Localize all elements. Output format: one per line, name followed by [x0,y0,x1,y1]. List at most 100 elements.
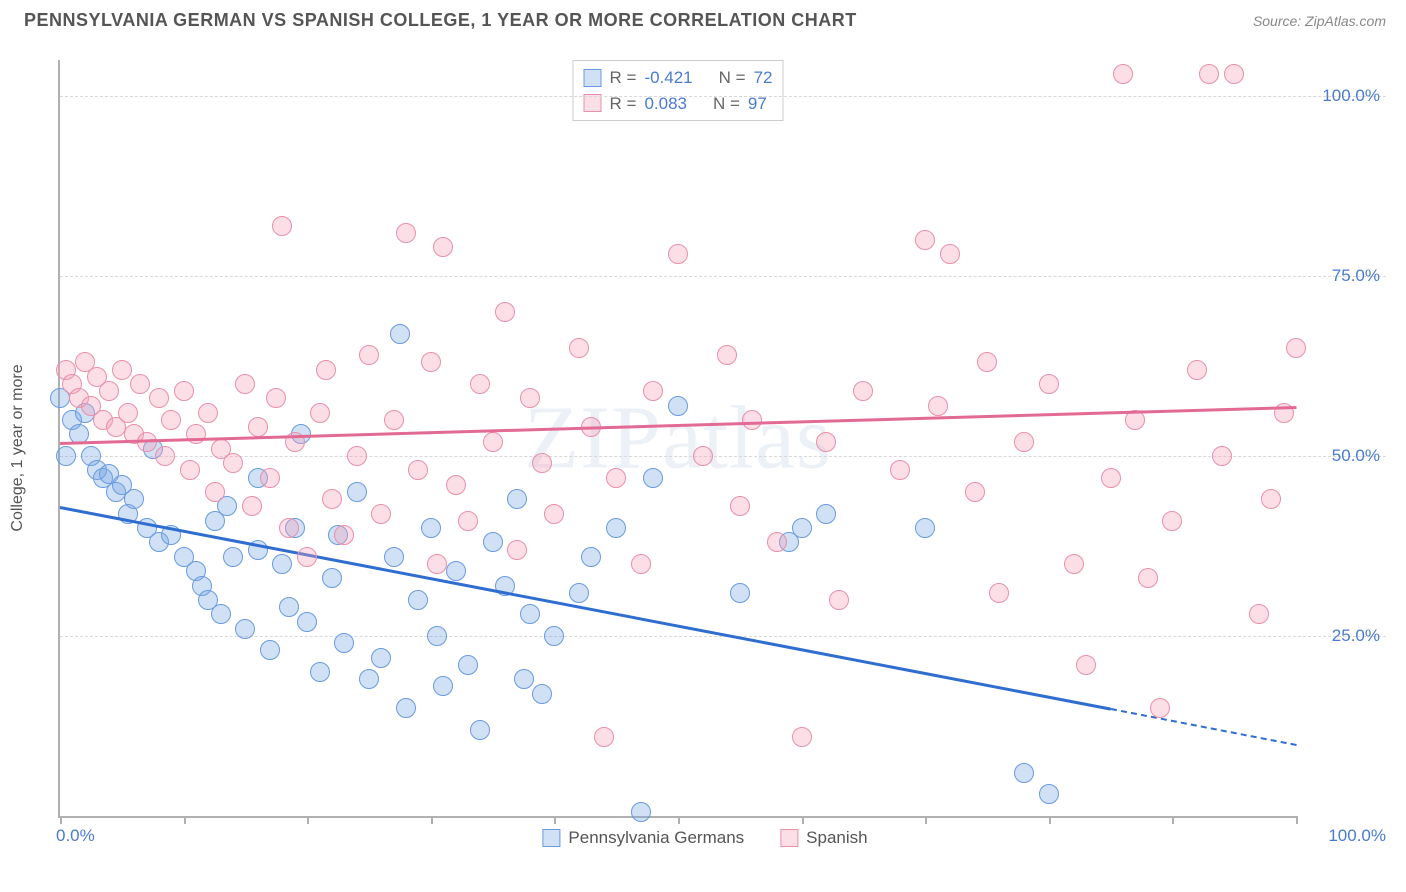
scatter-point [112,360,132,380]
scatter-point [180,460,200,480]
scatter-point [1249,604,1269,624]
r-value: -0.421 [644,65,692,91]
scatter-point [130,374,150,394]
scatter-point [421,352,441,372]
x-tick [925,816,927,824]
y-tick-label: 25.0% [1332,626,1380,646]
scatter-point [544,626,564,646]
series-swatch [542,829,560,847]
chart-title: PENNSYLVANIA GERMAN VS SPANISH COLLEGE, … [24,10,857,31]
scatter-point [427,626,447,646]
scatter-point [421,518,441,538]
scatter-point [1286,338,1306,358]
scatter-point [742,410,762,430]
scatter-point [1039,374,1059,394]
scatter-point [272,216,292,236]
scatter-point [792,727,812,747]
scatter-point [829,590,849,610]
chart-header: PENNSYLVANIA GERMAN VS SPANISH COLLEGE, … [0,0,1406,37]
scatter-point [56,446,76,466]
scatter-point [1014,763,1034,783]
scatter-point [483,532,503,552]
scatter-point [470,720,490,740]
scatter-point [266,388,286,408]
scatter-point [569,583,589,603]
scatter-point [384,410,404,430]
legend-label: Pennsylvania Germans [568,828,744,848]
scatter-point [174,381,194,401]
scatter-point [347,482,367,502]
scatter-point [1150,698,1170,718]
scatter-point [334,633,354,653]
scatter-point [186,424,206,444]
scatter-point [1039,784,1059,804]
scatter-point [322,489,342,509]
scatter-point [767,532,787,552]
scatter-point [1199,64,1219,84]
scatter-point [260,468,280,488]
scatter-point [396,698,416,718]
plot-area: ZIPatlas R =-0.421N =72R =0.083N =97 25.… [58,60,1296,818]
n-label: N = [719,65,746,91]
scatter-point [643,381,663,401]
r-value: 0.083 [644,91,687,117]
scatter-point [446,561,466,581]
x-tick [554,816,556,824]
scatter-point [310,403,330,423]
scatter-point [730,583,750,603]
scatter-point [792,518,812,538]
series-legend: Pennsylvania Germans Spanish [542,828,867,848]
x-tick [1296,816,1298,824]
scatter-point [890,460,910,480]
scatter-point [396,223,416,243]
scatter-point [297,612,317,632]
scatter-point [161,410,181,430]
scatter-point [928,396,948,416]
x-tick [431,816,433,824]
legend-item: Spanish [780,828,867,848]
scatter-point [532,453,552,473]
scatter-point [483,432,503,452]
scatter-point [730,496,750,516]
scatter-point [989,583,1009,603]
x-tick [307,816,309,824]
scatter-point [99,381,119,401]
scatter-point [359,669,379,689]
legend-label: Spanish [806,828,867,848]
trend-line-extrapolated [1110,708,1296,746]
n-label: N = [713,91,740,117]
scatter-point [359,345,379,365]
x-tick [60,816,62,824]
scatter-point [149,388,169,408]
scatter-point [260,640,280,660]
x-max-label: 100.0% [1328,826,1386,846]
scatter-point [606,468,626,488]
scatter-point [1113,64,1133,84]
x-tick [802,816,804,824]
x-tick [1049,816,1051,824]
n-value: 72 [754,65,773,91]
scatter-point [223,453,243,473]
stats-row: R =0.083N =97 [584,91,773,117]
scatter-point [965,482,985,502]
scatter-point [272,554,292,574]
y-tick-label: 50.0% [1332,446,1380,466]
scatter-point [371,504,391,524]
x-min-label: 0.0% [56,826,95,846]
scatter-point [816,504,836,524]
scatter-point [668,244,688,264]
gridline [60,636,1386,637]
scatter-point [940,244,960,264]
series-swatch [780,829,798,847]
scatter-point [310,662,330,682]
scatter-point [1064,554,1084,574]
x-tick [184,816,186,824]
scatter-point [1212,446,1232,466]
scatter-point [470,374,490,394]
scatter-point [581,547,601,567]
r-label: R = [610,65,637,91]
x-tick [1172,816,1174,824]
scatter-point [235,374,255,394]
scatter-point [1101,468,1121,488]
gridline [60,96,1386,97]
